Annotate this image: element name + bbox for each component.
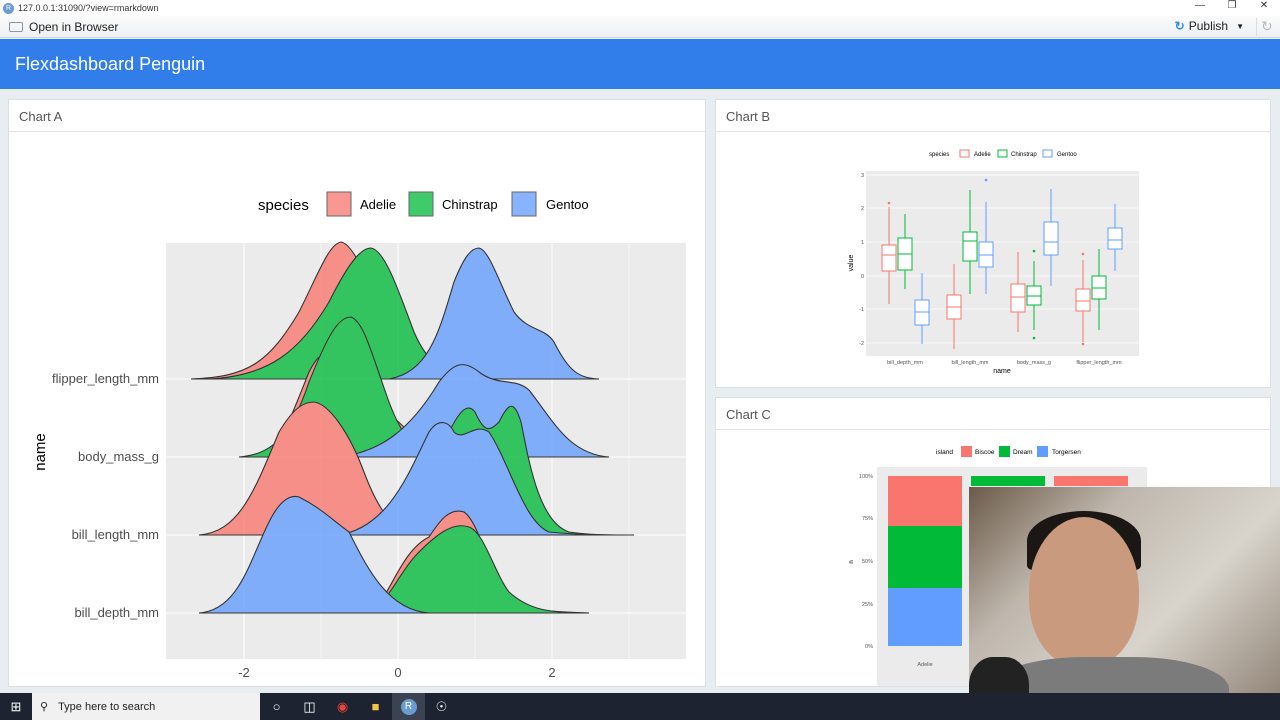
window-url: 127.0.0.1:31090/?view=rmarkdown (18, 3, 159, 13)
svg-text:0%: 0% (865, 644, 873, 650)
svg-text:1: 1 (861, 240, 864, 246)
chart-a-title: Chart A (9, 100, 705, 132)
task-view-icon[interactable]: ◫ (303, 698, 316, 714)
cortana-icon[interactable]: ○ (272, 699, 281, 714)
close-button[interactable]: ✕ (1259, 0, 1269, 11)
chevron-down-icon[interactable]: ▼ (1236, 21, 1244, 31)
viewer-toolbar: Open in Browser ↻ Publish ▼ ↻ (0, 16, 1280, 38)
search-icon: ⚲ (40, 701, 49, 713)
svg-text:-2: -2 (859, 341, 864, 347)
chrome-icon[interactable]: ◉ (336, 698, 349, 714)
svg-text:value: value (848, 255, 855, 272)
windows-start-button[interactable]: ⊞ (10, 698, 22, 714)
chart-b-title: Chart B (716, 100, 1270, 132)
minimize-button[interactable]: — (1195, 0, 1205, 11)
svg-text:Adelie: Adelie (917, 662, 932, 668)
svg-text:Gentoo: Gentoo (546, 197, 589, 212)
svg-text:species: species (929, 152, 949, 158)
chart-b-boxplot: species Adelie Chinstrap Gentoo -2 -1 0 1 2 3 (848, 149, 1139, 375)
legend-key-gentoo (511, 191, 537, 217)
restore-button[interactable]: ❐ (1227, 0, 1237, 11)
legend-key-chinstrap (408, 191, 434, 217)
open-browser-icon[interactable] (9, 21, 23, 32)
file-explorer-icon[interactable]: ■ (371, 699, 380, 714)
svg-text:Adelie: Adelie (360, 197, 396, 212)
svg-text:island: island (936, 449, 953, 456)
taskbar-search[interactable]: ⚲ Type here to search (32, 693, 260, 720)
svg-text:3: 3 (861, 173, 864, 179)
svg-text:name: name (32, 433, 49, 471)
svg-text:bill_depth_mm: bill_depth_mm (74, 605, 159, 620)
rstudio-taskbar-icon[interactable]: R (392, 693, 425, 720)
svg-text:flipper_length_mm: flipper_length_mm (52, 371, 159, 386)
svg-text:bill_depth_mm: bill_depth_mm (887, 360, 923, 366)
svg-text:2: 2 (548, 665, 555, 680)
svg-text:-2: -2 (238, 665, 250, 680)
obs-icon[interactable]: ☉ (435, 698, 448, 714)
publish-button[interactable]: ↻ Publish ▼ (1174, 19, 1244, 33)
svg-text:Chinstrap: Chinstrap (1011, 152, 1037, 158)
chart-b-card: Chart B species Adelie Chinstrap Gentoo … (715, 99, 1271, 388)
svg-text:body_mass_g: body_mass_g (78, 449, 159, 464)
svg-text:0: 0 (861, 274, 864, 280)
webcam-overlay (969, 487, 1280, 720)
svg-text:Chinstrap: Chinstrap (442, 197, 498, 212)
chart-a-ridgeline: species Adelie Chinstrap Gentoo (32, 191, 686, 701)
svg-text:Adelie: Adelie (974, 152, 991, 158)
svg-text:Torgersen: Torgersen (1052, 449, 1081, 456)
svg-text:50%: 50% (862, 559, 873, 565)
svg-text:Dream: Dream (1013, 449, 1033, 456)
refresh-icon[interactable]: ↻ (1256, 18, 1274, 36)
svg-text:Biscoe: Biscoe (975, 449, 995, 456)
svg-text:100%: 100% (859, 474, 873, 480)
svg-text:body_mass_g: body_mass_g (1017, 360, 1051, 366)
svg-text:bill_length_mm: bill_length_mm (72, 527, 159, 542)
rstudio-icon: R (3, 2, 14, 14)
chart-c-title: Chart C (716, 398, 1270, 430)
svg-text:name: name (993, 368, 1011, 375)
windows-taskbar: ⊞ ⚲ Type here to search ○ ◫ ◉ ■ R ☉ (0, 693, 1280, 720)
svg-text:flipper_length_mm: flipper_length_mm (1076, 360, 1122, 366)
svg-text:2: 2 (861, 206, 864, 212)
svg-text:bill_length_mm: bill_length_mm (952, 360, 989, 366)
legend-title: species (258, 197, 309, 214)
svg-text:value: value (407, 684, 443, 686)
svg-text:Gentoo: Gentoo (1057, 152, 1077, 158)
publish-icon: ↻ (1174, 19, 1185, 33)
svg-text:75%: 75% (862, 516, 873, 522)
svg-text:0: 0 (394, 665, 401, 680)
window-titlebar: R 127.0.0.1:31090/?view=rmarkdown — ❐ ✕ (0, 0, 1280, 16)
svg-text:-1: -1 (859, 307, 864, 313)
dashboard-title: Flexdashboard Penguin (15, 54, 206, 74)
svg-text:25%: 25% (862, 602, 873, 608)
chart-a-card: Chart A species Adelie Chinstrap Gentoo (8, 99, 706, 701)
open-in-browser-button[interactable]: Open in Browser (29, 19, 119, 34)
legend-key-adelie (326, 191, 352, 217)
svg-text:n: n (849, 560, 855, 563)
dashboard-navbar: Flexdashboard Penguin (0, 39, 1280, 89)
